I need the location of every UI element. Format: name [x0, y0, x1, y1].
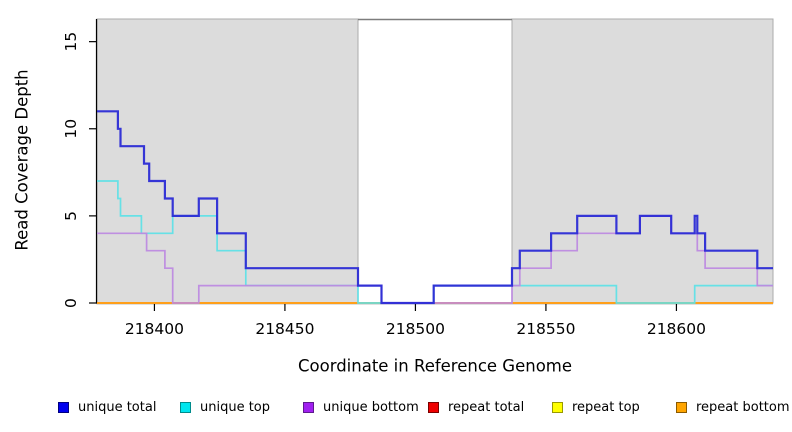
- legend-label: repeat bottom: [696, 399, 790, 415]
- x-tick-label: 218500: [386, 320, 445, 338]
- legend-item-unique-total: unique total: [58, 397, 156, 417]
- legend-label: unique bottom: [323, 399, 419, 415]
- series-line-unique-top: [97, 180, 773, 304]
- series-line-unique-bottom: [97, 215, 773, 304]
- legend: unique total unique top unique bottom re…: [0, 397, 792, 419]
- legend-item-unique-bottom: unique bottom: [303, 397, 419, 417]
- legend-swatch-repeat-top-icon: [552, 401, 563, 413]
- legend-swatch-repeat-bottom-icon: [676, 401, 687, 413]
- legend-label: repeat total: [448, 399, 525, 415]
- legend-label: repeat top: [572, 399, 640, 415]
- x-tick-label: 218400: [125, 320, 184, 338]
- legend-item-unique-top: unique top: [180, 397, 270, 417]
- legend-label: unique total: [78, 399, 157, 415]
- shaded-region-0: [96, 18, 359, 304]
- y-tick-label: 5: [62, 211, 80, 221]
- legend-swatch-unique-total-icon: [58, 401, 69, 413]
- y-tick-label: 10: [62, 119, 80, 139]
- x-axis-title: Coordinate in Reference Genome: [297, 356, 573, 376]
- legend-item-repeat-bottom: repeat bottom: [676, 397, 790, 417]
- legend-item-repeat-total: repeat total: [428, 397, 524, 417]
- legend-label: unique top: [200, 399, 271, 415]
- x-tick-label: 218450: [255, 320, 314, 338]
- y-axis-title: Read Coverage Depth: [12, 69, 32, 251]
- legend-swatch-unique-bottom-icon: [303, 401, 314, 413]
- legend-swatch-unique-top-icon: [180, 401, 191, 413]
- y-tick-label: 0: [62, 298, 80, 308]
- x-tick-label: 218550: [516, 320, 575, 338]
- legend-swatch-repeat-total-icon: [428, 401, 439, 413]
- series-line-unique-total: [97, 110, 773, 305]
- legend-item-repeat-top: repeat top: [552, 397, 640, 417]
- y-tick-label: 15: [62, 32, 80, 52]
- x-tick-label: 218600: [647, 320, 706, 338]
- shaded-region-1: [511, 18, 774, 304]
